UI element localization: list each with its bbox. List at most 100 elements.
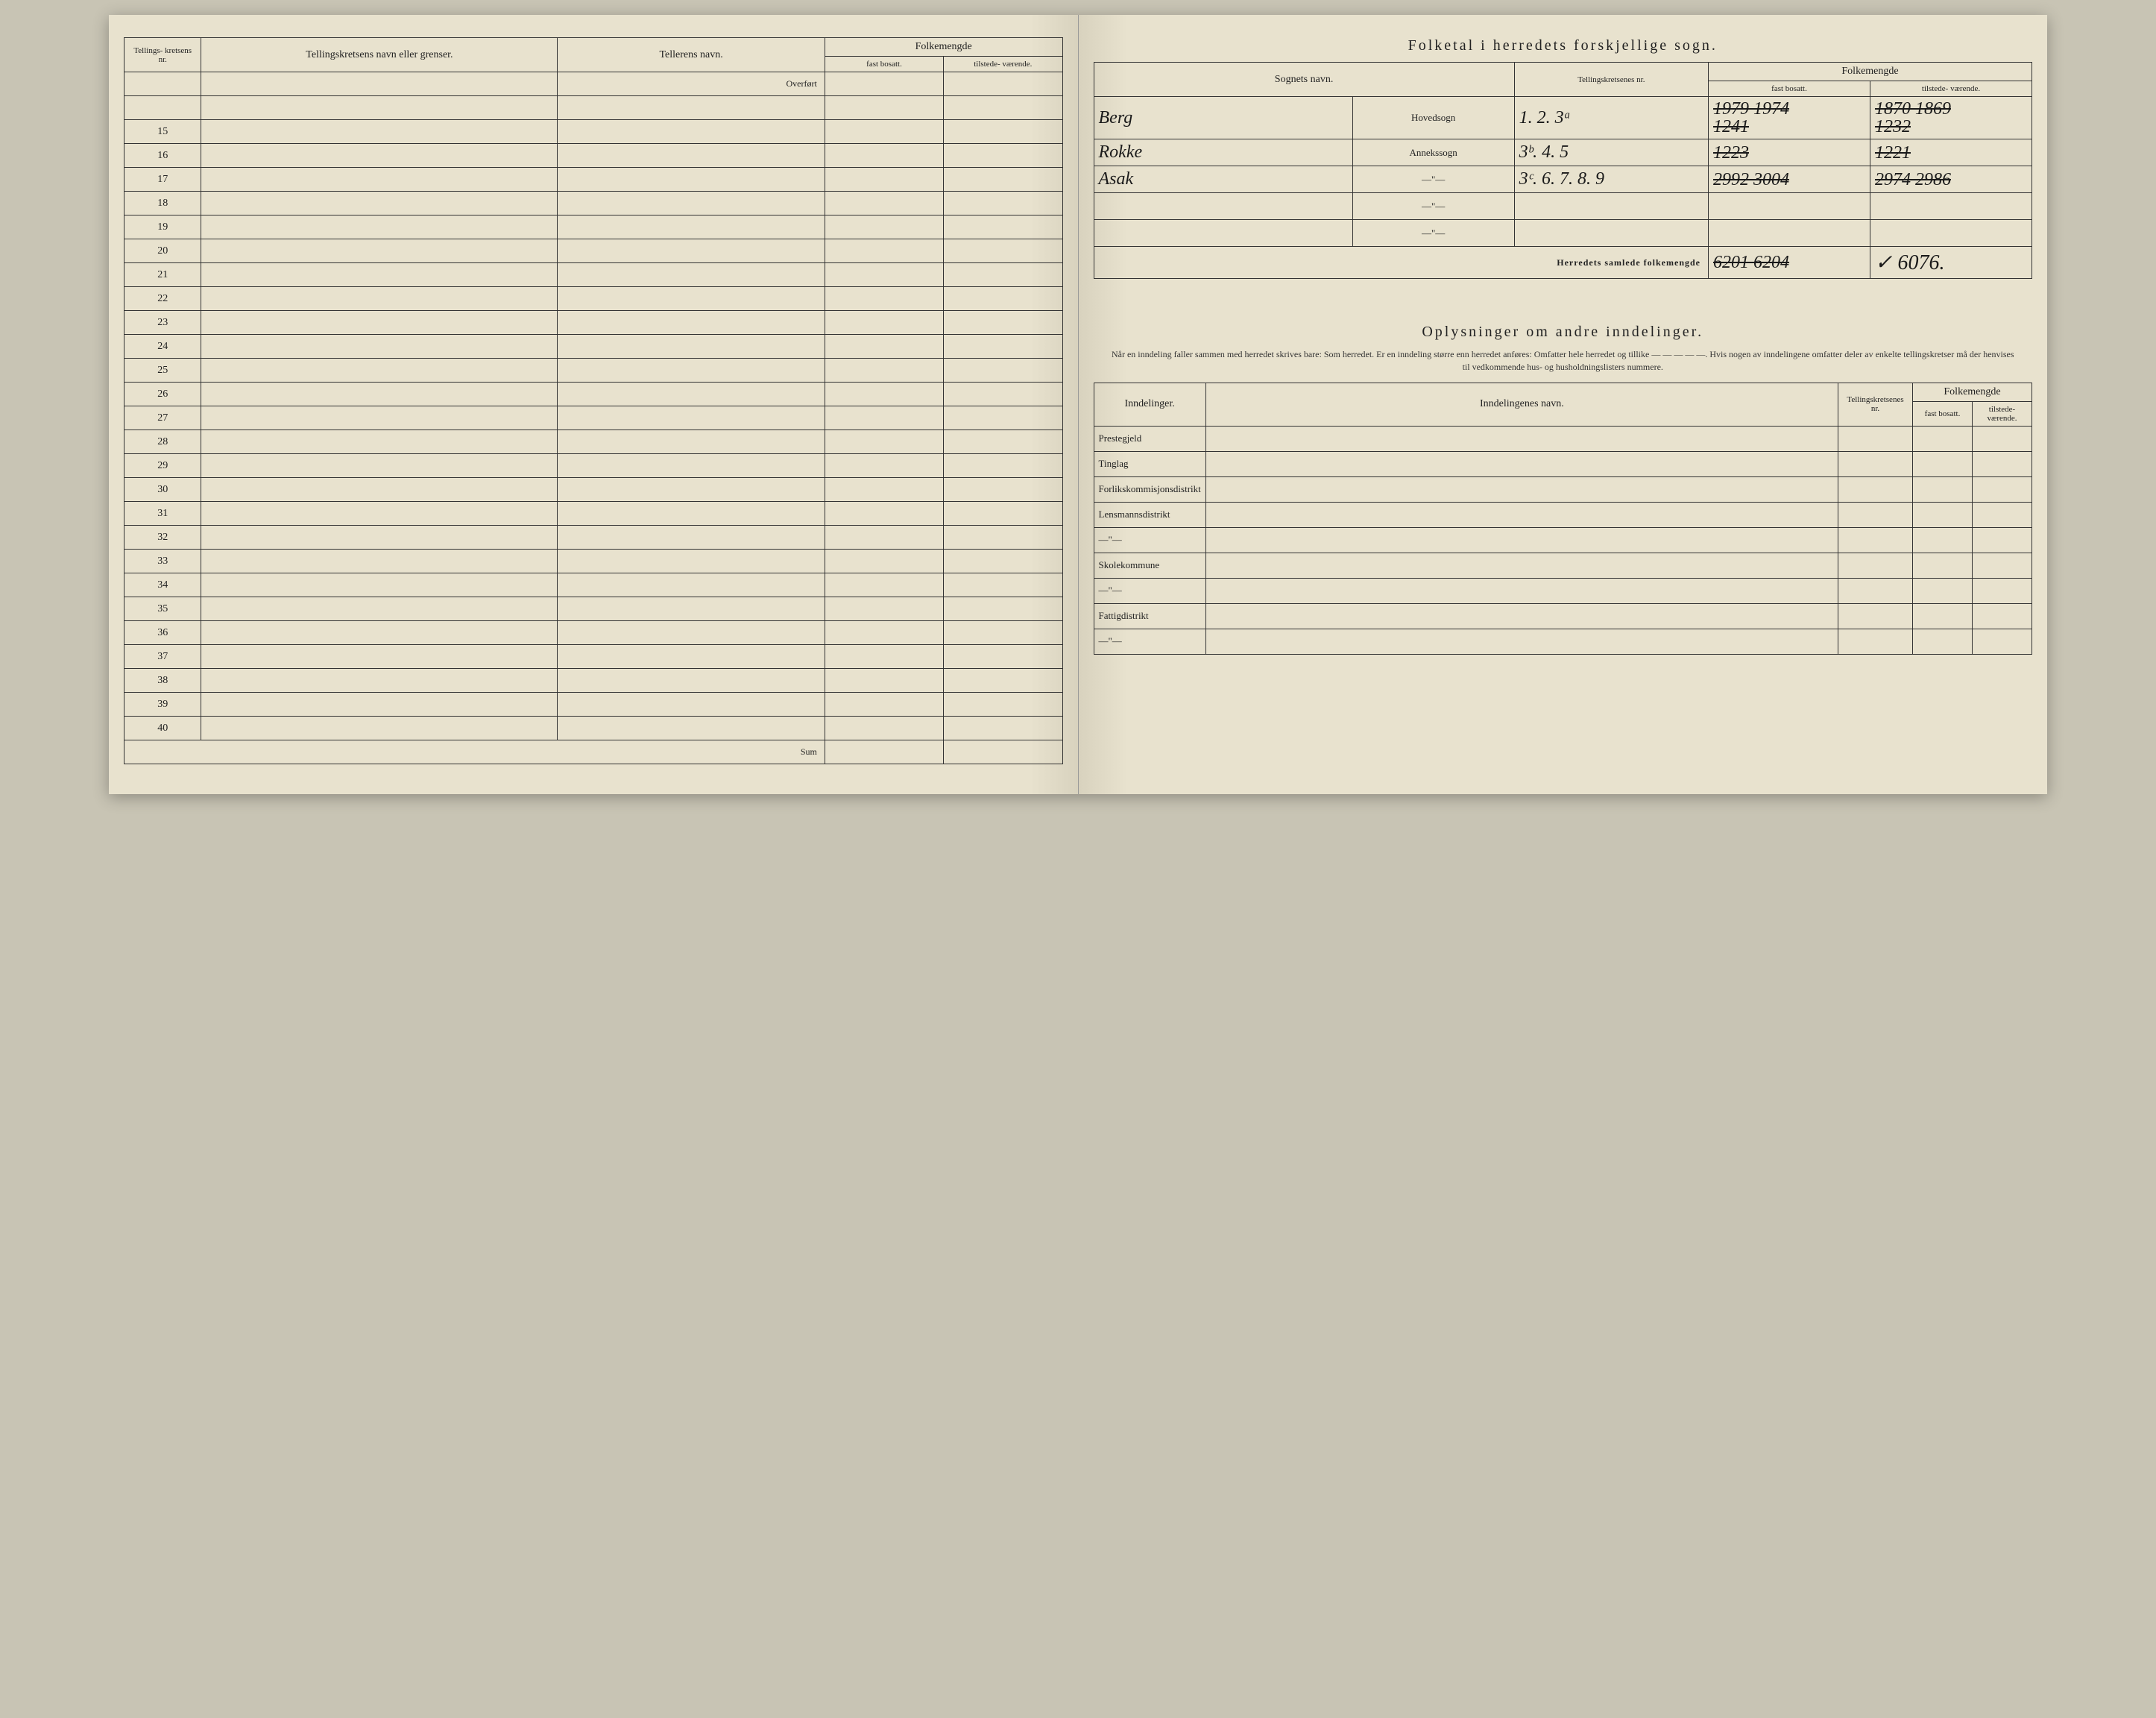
- header-folkemengde-1: Folkemengde: [1709, 63, 2032, 81]
- row-number: 40: [124, 717, 201, 740]
- row-number: 30: [124, 478, 201, 502]
- table-cell: [825, 669, 943, 693]
- census-districts-table: Tellings- kretsens nr. Tellingskretsens …: [124, 37, 1063, 764]
- row-number: 16: [124, 144, 201, 168]
- table-cell: [1973, 426, 2032, 451]
- table-cell: [944, 645, 1062, 669]
- division-label: —"—: [1094, 578, 1205, 603]
- table-cell: [944, 406, 1062, 430]
- table-row: [124, 96, 1063, 120]
- table-cell: [825, 550, 943, 573]
- table-cell: [944, 359, 1062, 383]
- table-cell: [1973, 451, 2032, 476]
- table-cell: [944, 454, 1062, 478]
- table-cell: [558, 263, 825, 287]
- table-cell: [1838, 451, 1913, 476]
- table-row: 19: [124, 215, 1063, 239]
- header-krets-nr: Tellingskretsenes nr.: [1514, 63, 1708, 97]
- row-number: 37: [124, 645, 201, 669]
- table-cell: [1205, 603, 1838, 629]
- table-cell: [1913, 527, 1973, 553]
- header-fast: fast bosatt.: [825, 57, 943, 72]
- division-label: Forlikskommisjonsdistrikt: [1094, 476, 1205, 502]
- table-cell: [1870, 193, 2032, 220]
- table-row: 17: [124, 168, 1063, 192]
- division-row: —"—: [1094, 629, 2032, 654]
- division-label: Tinglag: [1094, 451, 1205, 476]
- table-cell: [944, 526, 1062, 550]
- table-cell: [944, 597, 1062, 621]
- table-row: 36: [124, 621, 1063, 645]
- table-cell: [201, 645, 558, 669]
- table-cell: [825, 406, 943, 430]
- division-label: Skolekommune: [1094, 553, 1205, 578]
- table-cell: [944, 669, 1062, 693]
- table-row: 27: [124, 406, 1063, 430]
- table-cell: [558, 359, 825, 383]
- table-cell: [1913, 578, 1973, 603]
- header-fast-2: fast bosatt.: [1913, 401, 1973, 426]
- table-cell: [1973, 502, 2032, 527]
- table-cell: [201, 430, 558, 454]
- table-cell: [825, 430, 943, 454]
- parish-districts: 3ᵇ. 4. 5: [1514, 139, 1708, 166]
- table-cell: [558, 693, 825, 717]
- table-cell: [825, 263, 943, 287]
- division-label: Prestegjeld: [1094, 426, 1205, 451]
- table-cell: [201, 717, 558, 740]
- table-cell: [201, 168, 558, 192]
- table-cell: [825, 144, 943, 168]
- division-label: —"—: [1094, 527, 1205, 553]
- table-cell: [1205, 527, 1838, 553]
- table-cell: [201, 359, 558, 383]
- table-cell: [1973, 476, 2032, 502]
- table-cell: [825, 645, 943, 669]
- row-number: 38: [124, 669, 201, 693]
- division-row: Lensmannsdistrikt: [1094, 502, 2032, 527]
- table-cell: [825, 96, 943, 120]
- header-inndelinger: Inndelinger.: [1094, 383, 1205, 426]
- table-cell: [1205, 426, 1838, 451]
- table-cell: [558, 406, 825, 430]
- table-cell: [825, 239, 943, 263]
- parish-row: Berg Hovedsogn 1. 2. 3ᵃ 1979 19741241 18…: [1094, 97, 2032, 139]
- table-cell: [201, 215, 558, 239]
- table-cell: [201, 573, 558, 597]
- table-cell: [1913, 502, 1973, 527]
- row-number: 33: [124, 550, 201, 573]
- table-cell: [558, 215, 825, 239]
- header-krets-nr-2: Tellingskretsenes nr.: [1838, 383, 1913, 426]
- table-cell: [201, 383, 558, 406]
- table-cell: [944, 120, 1062, 144]
- table-cell: [1205, 502, 1838, 527]
- table-cell: [825, 168, 943, 192]
- table-cell: [201, 335, 558, 359]
- parish-tilst: 2974 2986: [1870, 166, 2032, 193]
- row-number: 31: [124, 502, 201, 526]
- table-cell: [944, 621, 1062, 645]
- table-cell: [1973, 553, 2032, 578]
- division-row: Tinglag: [1094, 451, 2032, 476]
- table-row: 33: [124, 550, 1063, 573]
- row-number: 15: [124, 120, 201, 144]
- samlede-tilst: ✓ 6076.: [1870, 247, 2032, 279]
- table-cell: [944, 215, 1062, 239]
- table-cell: [558, 717, 825, 740]
- table-cell: [1205, 629, 1838, 654]
- table-cell: [558, 645, 825, 669]
- row-number: 24: [124, 335, 201, 359]
- table-cell: [944, 96, 1062, 120]
- table-cell: [558, 526, 825, 550]
- table-cell: [558, 669, 825, 693]
- parish-row: Rokke Annekssogn 3ᵇ. 4. 5 1223 1221: [1094, 139, 2032, 166]
- header-innd-navn: Inndelingenes navn.: [1205, 383, 1838, 426]
- parish-type: —"—: [1352, 166, 1514, 193]
- table-cell: [825, 597, 943, 621]
- table-cell: [1205, 476, 1838, 502]
- parish-name: Asak: [1094, 166, 1352, 193]
- parish-tilst: 1870 18691232: [1870, 97, 2032, 139]
- table-cell: [558, 478, 825, 502]
- table-cell: [825, 621, 943, 645]
- table-cell: [825, 573, 943, 597]
- parish-type-ditto: —"—: [1352, 220, 1514, 247]
